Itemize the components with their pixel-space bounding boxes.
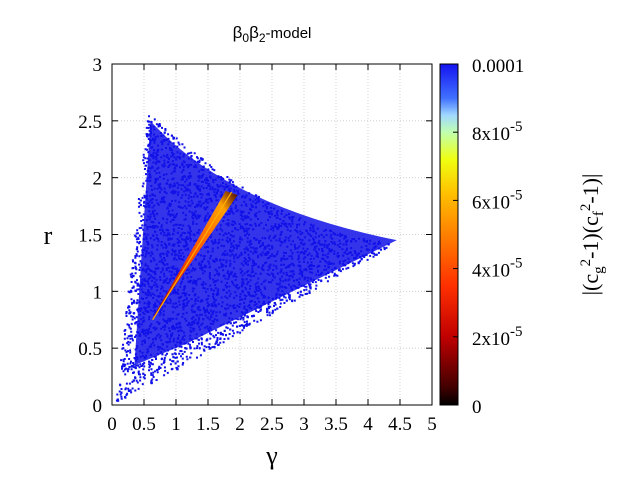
colorbar [439, 63, 459, 406]
y-tick-label: 0.5 [78, 339, 102, 360]
cb-label-a: |(c [578, 274, 603, 296]
y-tick-label: 2.5 [78, 112, 102, 133]
title-sub0: 0 [242, 31, 249, 45]
colorbar-tick-mantissa: 6x10 [472, 192, 510, 213]
x-tick-label: 2.5 [260, 414, 284, 435]
colorbar-tick-mantissa: 2x10 [472, 329, 510, 350]
x-tick-label: 3.5 [324, 414, 348, 435]
x-tick-label: 1.5 [196, 414, 220, 435]
scatter-point-cluster [115, 118, 390, 402]
cb-label-c: -1)| [578, 174, 603, 204]
data-points [115, 115, 397, 402]
x-tick-label: 2 [235, 414, 245, 435]
x-tick-label: 4 [363, 414, 373, 435]
colorbar-tick-label: 0 [472, 397, 482, 418]
colorbar-tick-label: 6x10-5 [472, 187, 523, 213]
x-axis-label: γ [265, 441, 278, 470]
colorbar-tick-label: 2x10-5 [472, 324, 523, 350]
colorbar-tick-mantissa: 4x10 [472, 261, 510, 282]
streak-core [152, 191, 233, 321]
colorbar-tick-exponent: -5 [510, 256, 523, 272]
cb-label-sup2: 2 [578, 204, 594, 212]
x-tick-label: 5 [427, 414, 437, 435]
y-tick-label: 3 [93, 55, 103, 76]
colorbar-tick-label: 0.0001 [472, 56, 524, 77]
x-tick-label: 3 [299, 414, 309, 435]
x-tick-label: 0.5 [132, 414, 156, 435]
x-axis-ticks: 0 0.5 1 1.5 2 2.5 3 3.5 4 4.5 5 [107, 64, 437, 435]
title-suffix: -model [266, 25, 312, 42]
colorbar-tick-exponent: -5 [510, 119, 523, 135]
colorbar-tick-label: 4x10-5 [472, 256, 523, 282]
cb-label-sub-g: g [591, 266, 607, 274]
y-tick-label: 2 [93, 169, 103, 190]
chart-title: β0β2-model [233, 23, 312, 45]
y-axis-ticks: 0 0.5 1 1.5 2 2.5 3 [78, 55, 432, 417]
colorbar-tick-mantissa: 0 [472, 397, 482, 418]
x-tick-label: 0 [107, 414, 117, 435]
x-tick-label: 4.5 [388, 414, 412, 435]
cb-label-sub-f: f [591, 211, 607, 216]
colorbar-tick-label: 8x10-5 [472, 119, 523, 145]
cb-label-b: -1)(c [578, 216, 603, 259]
colorbar-tick-mantissa: 8x10 [472, 124, 510, 145]
colorbar-label: |(cg2-1)(cf2-1)| [578, 174, 607, 296]
scatter-density-core [134, 120, 397, 366]
y-tick-label: 0 [93, 396, 103, 417]
x-tick-label: 1 [171, 414, 181, 435]
colorbar-tick-exponent: -5 [510, 324, 523, 340]
y-tick-label: 1.5 [78, 226, 102, 247]
title-beta0: β [233, 23, 243, 42]
y-tick-label: 1 [93, 282, 103, 303]
colorbar-tick-exponent: -5 [510, 187, 523, 203]
highlight-streak [151, 191, 238, 321]
title-sub2: 2 [259, 31, 266, 45]
title-beta2: β [249, 23, 259, 42]
cb-label-sup1: 2 [578, 259, 594, 267]
colorbar-tick-mantissa: 0.0001 [472, 56, 524, 77]
y-axis-label: r [44, 221, 53, 250]
